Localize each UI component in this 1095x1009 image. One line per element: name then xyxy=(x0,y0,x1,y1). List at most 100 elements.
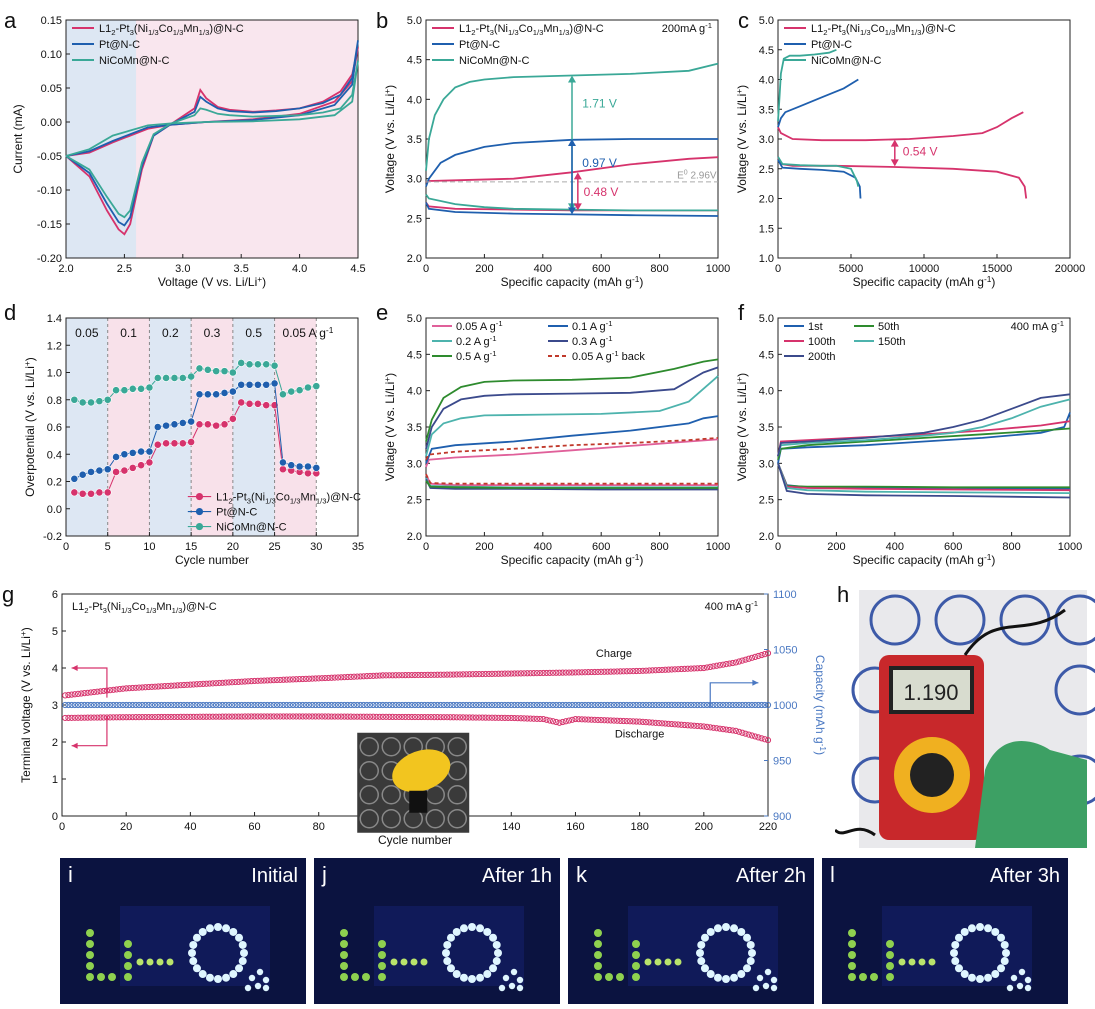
discharge-point xyxy=(681,721,688,729)
capacity-point xyxy=(610,701,618,709)
x-tick-label: 10 xyxy=(143,541,155,553)
led-blue xyxy=(452,970,461,979)
discharge-point xyxy=(617,717,624,724)
capacity-point xyxy=(460,701,467,709)
discharge-point xyxy=(293,713,300,720)
inset-badge xyxy=(359,737,379,757)
discharge-point xyxy=(732,727,740,734)
capacity-point xyxy=(729,701,736,709)
capacity-point xyxy=(748,701,756,709)
capacity-point xyxy=(139,701,146,709)
discharge-point xyxy=(334,713,342,720)
led-green xyxy=(886,940,894,948)
data-point xyxy=(137,461,145,470)
y-tick-label: 1.5 xyxy=(759,223,774,235)
discharge-point xyxy=(142,713,149,721)
data-point xyxy=(304,469,312,478)
led-blue xyxy=(489,933,498,942)
inset-badge xyxy=(359,761,379,781)
data-point xyxy=(187,417,196,426)
capacity-point xyxy=(395,701,403,709)
capacity-point xyxy=(581,701,589,709)
discharge-point xyxy=(764,737,772,744)
led-blue xyxy=(746,957,755,966)
data-point xyxy=(170,374,179,382)
discharge-point xyxy=(164,713,171,721)
discharge-point xyxy=(553,718,560,726)
capacity-point xyxy=(472,701,480,709)
discharge-point xyxy=(338,713,345,720)
led-blue xyxy=(713,973,722,982)
charge-point xyxy=(636,667,643,675)
discharge-point xyxy=(460,714,467,721)
charge-point xyxy=(257,677,265,684)
discharge-point xyxy=(668,720,675,728)
led-blue xyxy=(205,924,214,933)
led-green xyxy=(654,958,662,966)
discharge-point xyxy=(437,714,444,721)
panel-letter-g: g xyxy=(2,582,14,607)
data-point xyxy=(178,374,187,382)
series-line xyxy=(777,156,1028,199)
data-point xyxy=(220,367,229,376)
led-blue xyxy=(1002,949,1010,957)
charge-point xyxy=(755,652,762,660)
capacity-point xyxy=(328,701,335,709)
discharge-point xyxy=(569,716,576,723)
discharge-point xyxy=(623,718,630,725)
data-point xyxy=(103,488,112,497)
led-blue xyxy=(229,970,238,979)
capacity-point xyxy=(116,701,123,709)
charge-point xyxy=(100,687,107,695)
capacity-point xyxy=(322,701,329,709)
y2-axis-label: Capacity (mAh g-1) xyxy=(813,655,828,755)
discharge-point xyxy=(530,715,537,722)
discharge-point xyxy=(652,719,659,726)
discharge-point xyxy=(161,713,168,721)
capacity-point xyxy=(649,701,656,709)
led-green xyxy=(886,973,894,981)
led-blue xyxy=(494,949,502,957)
charge-point xyxy=(521,670,528,677)
charge-point xyxy=(443,671,451,678)
x-tick-label: 80 xyxy=(313,821,325,833)
discharge-point xyxy=(501,714,508,721)
discharge-point xyxy=(488,714,496,721)
capacity-point xyxy=(726,701,733,709)
discharge-point xyxy=(421,713,428,721)
charge-point xyxy=(338,674,345,681)
charge-point xyxy=(113,686,120,693)
charge-point xyxy=(739,657,746,664)
charge-point xyxy=(707,663,714,670)
charge-point xyxy=(424,671,431,678)
capacity-point xyxy=(764,701,772,709)
x-tick-label: 800 xyxy=(650,263,668,275)
charge-point xyxy=(399,672,406,679)
led-blue xyxy=(984,973,993,982)
charge-point xyxy=(184,681,191,688)
y-tick-label: 0.8 xyxy=(47,395,62,407)
led-blue xyxy=(442,949,450,957)
y2-tick-label: 1050 xyxy=(773,645,797,657)
led-blue xyxy=(984,924,993,933)
capacity-point xyxy=(540,701,547,709)
discharge-point xyxy=(748,732,756,739)
charge-point xyxy=(110,686,117,693)
legend-label: Pt@N-C xyxy=(811,39,852,51)
y-tick-label: 2.0 xyxy=(759,531,774,543)
data-point xyxy=(178,419,187,427)
inset-bulb-base xyxy=(409,790,428,813)
series-line xyxy=(425,415,719,464)
inset-badge xyxy=(447,737,467,757)
charge-point xyxy=(569,669,576,676)
y-axis-label: Voltage (V vs. Li/Li+) xyxy=(382,373,397,481)
charge-point xyxy=(504,670,512,677)
charge-point xyxy=(386,672,393,679)
charge-point xyxy=(309,675,316,682)
capacity-point xyxy=(578,701,585,709)
data-point xyxy=(304,383,312,392)
charge-point xyxy=(171,682,178,689)
charge-point xyxy=(68,691,75,698)
capacity-point xyxy=(107,701,114,709)
capacity-point xyxy=(402,701,409,709)
